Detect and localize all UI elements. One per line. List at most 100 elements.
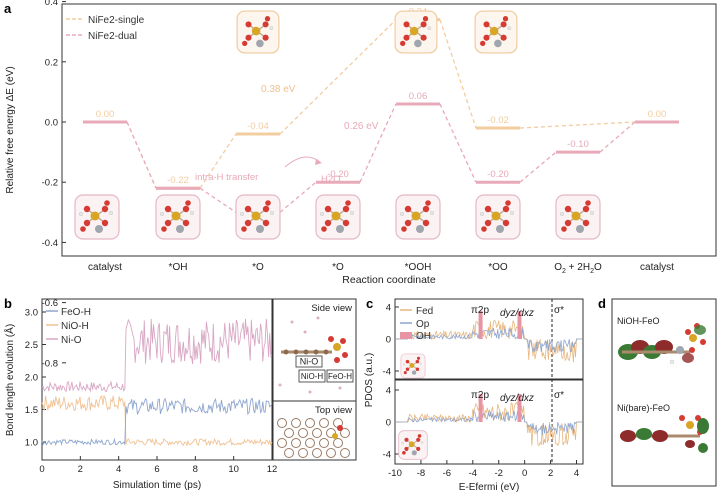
panel-a-legend: NiFe2-single NiFe2-dual (66, 15, 145, 42)
intra-h-arrow (284, 156, 321, 168)
pdos-inset-bottom (398, 430, 428, 460)
structure-single-o (236, 10, 280, 54)
dyz-dxz-label-bottom: dyz/dxz (500, 393, 534, 404)
structure-o-2 (315, 194, 361, 240)
c-ytick-label: 4 (386, 303, 391, 314)
a-ytick-label: 0.4 (45, 0, 58, 8)
c-ytick-label: 0 (386, 418, 391, 429)
bond-length-trace (41, 397, 273, 446)
top-view-ring (291, 418, 301, 428)
panel-a-y-ticks: 0.60.40.20.0-0.2-0.4-0.6-0.8 (42, 0, 66, 369)
b-xtick-label: 2 (78, 464, 83, 475)
panel-a-x-axis-label: Reaction coordinate (342, 274, 436, 286)
orbital-top (618, 323, 706, 365)
panel-d: d NiOH-FeO Ni(bare)-FeO (598, 296, 717, 487)
top-view-ring (319, 438, 329, 448)
a-ytick-label: -0.4 (42, 238, 58, 249)
top-view-ring (312, 428, 322, 438)
energy-value-label: -0.02 (487, 115, 509, 126)
top-view-ring (284, 428, 294, 438)
a-category-label: *OO (488, 262, 508, 273)
a-category-label: catalyst (640, 262, 674, 273)
panel-c: c -10 -8 -6 -4 -2 0 2 4 4 0 -4 4 0 -4 PDOS (a.u.) E-E… (364, 296, 584, 493)
c-ytick-label: 0 (386, 335, 391, 346)
sigma-star-label-bottom: σ* (554, 390, 564, 401)
top-view-ring (312, 448, 322, 458)
nio-h-label: NiO-H (301, 372, 323, 381)
top-view-ring (298, 428, 308, 438)
c-ytick-label: -4 (383, 367, 391, 378)
a-ytick-label: 0.2 (45, 57, 58, 68)
dyz-dxz-label-top: dyz/dxz (500, 308, 534, 319)
pi2p-label-top: π2p (471, 305, 489, 316)
panel-b: b 3.0 2.5 2.0 1.5 1.0 0 2 4 6 8 10 12 Bond length … (3, 296, 357, 491)
barrier-dual-label: 0.26 eV (344, 121, 379, 132)
energy-value-label: -0.10 (567, 139, 589, 150)
panel-a-energy-lines: 0.00-0.22-0.040.34-0.020.00-0.30-0.200.0… (83, 7, 679, 214)
panel-a-x-categories: catalyst *OH *O *O *OOH *OO O2 + 2H2O catalyst (88, 262, 674, 275)
b-xtick-label: 0 (39, 464, 44, 475)
b-xtick-label: 6 (154, 464, 159, 475)
structure-single-ooh (394, 10, 438, 54)
b-ytick-label: 2.5 (25, 340, 38, 351)
structure-catalyst (74, 194, 120, 240)
a-ytick-label: -0.2 (42, 178, 58, 189)
panel-d-label-bottom: Ni(bare)-FeO (617, 403, 670, 413)
top-view-ring (326, 448, 336, 458)
panel-d-label-top: NiOH-FeO (617, 316, 660, 326)
energy-connector (279, 181, 317, 213)
structure-o2 (555, 194, 601, 240)
sigma-star-label-top: σ* (554, 305, 564, 316)
energy-value-label: 0.06 (409, 91, 428, 102)
c-xtick-label: 4 (574, 468, 579, 479)
energy-value-label: -0.20 (487, 169, 509, 180)
structure-ooh (395, 194, 441, 240)
top-view-image (277, 418, 350, 458)
panel-b-y-axis-label: Bond length evolution (Å) (3, 324, 16, 436)
intra-h-arrowhead (315, 159, 322, 165)
oh-peak (517, 394, 522, 422)
panel-b-x-ticks: 0 2 4 6 8 10 12 (39, 456, 277, 475)
pdos-trace (395, 319, 583, 363)
energy-connector (199, 187, 237, 213)
energy-value-label: 0.00 (96, 109, 115, 120)
top-view-ring (340, 448, 350, 458)
legend-nife2-dual: NiFe2-dual (88, 31, 137, 42)
panel-c-x-axis-label: E-Efermi (eV) (459, 482, 520, 493)
top-view-ring (326, 428, 336, 438)
energy-connector (359, 103, 397, 183)
oh-peak (478, 394, 483, 422)
c-xtick-label: -8 (417, 468, 425, 479)
c-xtick-label: -10 (388, 468, 402, 479)
a-ytick-label: -0.6 (42, 298, 58, 309)
top-view-ring (305, 438, 315, 448)
panel-a-y-axis-label: Relative free energy ΔE (eV) (5, 66, 16, 193)
panel-c-y-axis-label: PDOS (a.u.) (364, 353, 375, 407)
top-view-ring (333, 438, 343, 448)
oh-peak (517, 311, 522, 339)
a-category-label: catalyst (88, 262, 122, 273)
panel-c-letter: c (366, 296, 373, 311)
panel-b-series (41, 318, 273, 447)
energy-connector (519, 151, 557, 183)
top-view-ring (277, 418, 287, 428)
pdos-trace (395, 410, 583, 436)
structure-oo (475, 194, 521, 240)
barrier-single-label: 0.38 eV (261, 84, 296, 95)
a-category-label: *O (332, 262, 344, 273)
side-view-label: Side view (311, 303, 352, 314)
orbital-bottom (620, 415, 709, 453)
legend-op: Op (416, 319, 430, 330)
panel-b-legend: FeO-H NiO-H Ni-O (46, 307, 91, 346)
a-ytick-label: -0.8 (42, 358, 58, 369)
panel-a-letter: a (4, 1, 12, 16)
b-xtick-label: 4 (116, 464, 121, 475)
energy-connector (599, 121, 636, 153)
legend-feo-h: FeO-H (61, 307, 91, 318)
panel-b-letter: b (4, 296, 12, 311)
a-ytick-label: 0.0 (45, 118, 58, 129)
energy-value-label: 0.00 (648, 109, 667, 120)
pdos-trace (395, 327, 583, 353)
top-view-o-atom (337, 425, 343, 431)
bond-length-trace (41, 394, 273, 447)
